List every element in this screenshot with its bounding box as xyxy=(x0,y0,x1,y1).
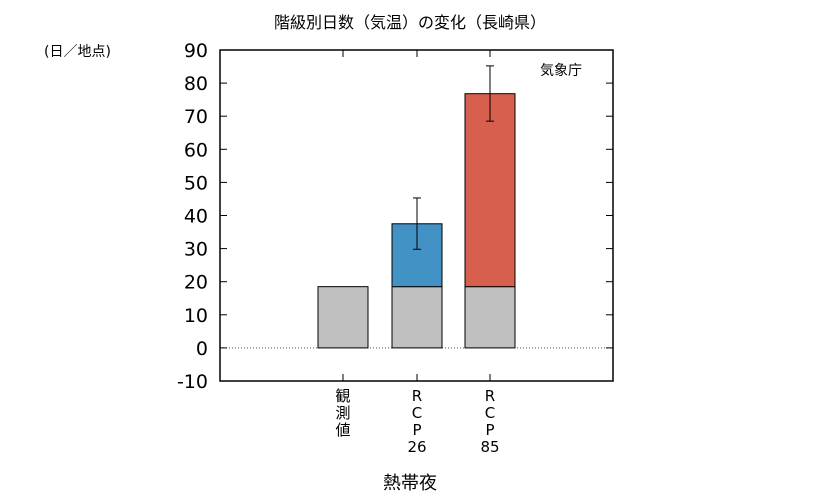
source-label: 気象庁 xyxy=(540,63,582,79)
y-tick-label: 80 xyxy=(184,73,208,95)
x-category-label: P xyxy=(485,421,494,439)
y-tick-label: 20 xyxy=(184,272,208,294)
x-category-label: C xyxy=(485,404,495,422)
x-category-label: R xyxy=(412,387,422,405)
y-tick-label: -10 xyxy=(177,371,208,393)
chart-title: 階級別日数（気温）の変化（長崎県） xyxy=(274,13,546,32)
x-category-label: P xyxy=(412,421,421,439)
x-axis-title: 熱帯夜 xyxy=(383,473,437,494)
x-category-label: 値 xyxy=(335,421,350,439)
y-tick-label: 0 xyxy=(196,338,208,360)
unit-label: (日／地点) xyxy=(44,44,111,60)
x-category-label: R xyxy=(485,387,495,405)
y-tick-label: 40 xyxy=(184,206,208,228)
x-category-label: 測 xyxy=(335,404,350,422)
x-category-label: 85 xyxy=(480,438,499,456)
bar-base xyxy=(391,286,443,349)
y-tick-label: 70 xyxy=(184,106,208,128)
y-tick-label: 60 xyxy=(184,139,208,161)
x-category-label: 観 xyxy=(335,387,350,405)
y-tick-label: 10 xyxy=(184,305,208,327)
y-tick-label: 30 xyxy=(184,239,208,261)
bar-increase xyxy=(464,93,516,288)
bar-base xyxy=(464,286,516,349)
bar-base xyxy=(317,286,369,349)
y-tick-label: 50 xyxy=(184,172,208,194)
plot-frame xyxy=(219,49,614,382)
y-tick-label: 90 xyxy=(184,40,208,62)
x-category-label: 26 xyxy=(407,438,426,456)
x-category-label: C xyxy=(412,404,422,422)
